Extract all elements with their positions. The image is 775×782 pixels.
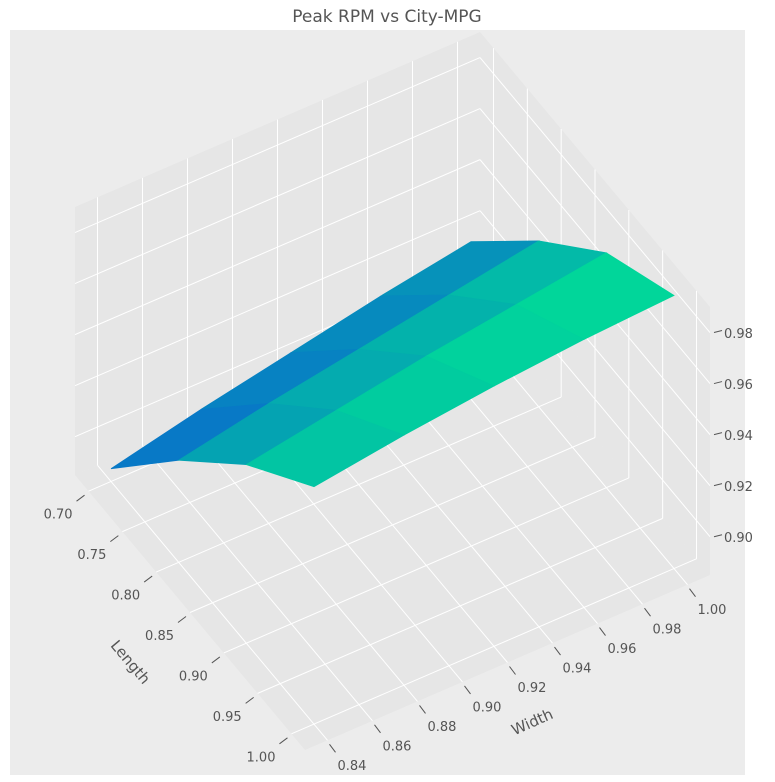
y-tick-label: 1.00 bbox=[698, 603, 727, 618]
y-tick bbox=[374, 724, 381, 734]
y-tick-label: 0.84 bbox=[338, 759, 367, 774]
y-tick-label: 0.90 bbox=[473, 700, 502, 715]
y-tick-label: 0.88 bbox=[428, 720, 457, 735]
y-tick-label: 0.96 bbox=[608, 642, 637, 657]
z-tick-label: 0.90 bbox=[724, 531, 753, 546]
y-tick bbox=[329, 743, 336, 753]
x-tick-label: 0.70 bbox=[44, 508, 73, 523]
y-tick bbox=[464, 685, 471, 695]
x-tick bbox=[76, 494, 85, 502]
z-tick bbox=[713, 330, 723, 334]
y-tick-label: 0.94 bbox=[563, 662, 592, 677]
grid-line bbox=[74, 57, 481, 233]
x-tick bbox=[110, 535, 119, 543]
z-tick bbox=[713, 483, 723, 487]
z-tick-label: 0.98 bbox=[724, 327, 753, 342]
grid-line bbox=[74, 159, 481, 336]
y-tick bbox=[599, 627, 606, 636]
y-tick bbox=[419, 705, 426, 714]
z-tick bbox=[713, 381, 723, 385]
z-tick-label: 0.96 bbox=[724, 378, 753, 393]
x-tick-label: 1.00 bbox=[247, 750, 276, 765]
y-tick-label: 0.86 bbox=[383, 739, 412, 754]
z-tick bbox=[713, 432, 723, 436]
grid-line bbox=[479, 57, 711, 333]
grid-line bbox=[74, 210, 481, 387]
x-tick bbox=[211, 656, 221, 664]
surface-face bbox=[245, 409, 405, 488]
y-tick bbox=[509, 666, 516, 675]
z-tick-label: 0.94 bbox=[724, 429, 753, 444]
grid-line bbox=[479, 108, 711, 384]
y-tick-label: 0.92 bbox=[518, 681, 547, 696]
grid-line bbox=[74, 108, 481, 285]
x-tick-label: 0.85 bbox=[145, 629, 174, 644]
x-tick-label: 0.90 bbox=[179, 669, 208, 684]
y-tick bbox=[689, 588, 696, 598]
y-tick bbox=[554, 646, 561, 656]
grid-line bbox=[97, 464, 328, 741]
grid-line bbox=[142, 445, 373, 722]
x-tick-label: 0.80 bbox=[111, 589, 140, 604]
z-tick-label: 0.92 bbox=[724, 480, 753, 495]
grid-line bbox=[187, 426, 418, 702]
chart-title: Peak RPM vs City-MPG bbox=[292, 7, 481, 27]
x-tick bbox=[279, 737, 288, 745]
z-tick bbox=[713, 534, 723, 538]
x-tick bbox=[143, 575, 153, 583]
x-tick-label: 0.75 bbox=[77, 548, 106, 563]
y-tick-label: 0.98 bbox=[653, 623, 682, 638]
y-tick bbox=[644, 607, 651, 617]
x-tick-label: 0.95 bbox=[213, 710, 242, 725]
x-tick bbox=[177, 616, 187, 623]
x-tick bbox=[245, 696, 254, 704]
